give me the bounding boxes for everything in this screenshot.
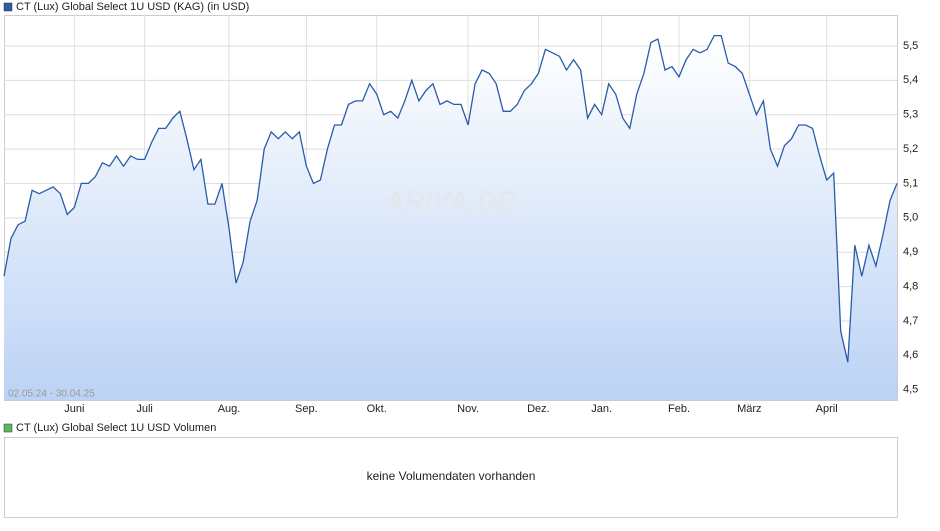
y-tick-label: 5,4 — [903, 74, 918, 86]
y-tick-label: 5,1 — [903, 177, 918, 189]
legend-swatch — [3, 2, 13, 12]
x-tick-label: Jan. — [591, 403, 612, 415]
y-tick-label: 5,5 — [903, 40, 918, 52]
y-tick-label: 5,2 — [903, 143, 918, 155]
area-fill — [4, 35, 897, 400]
x-tick-label: März — [737, 403, 761, 415]
x-tick-label: Feb. — [668, 403, 690, 415]
x-tick-label: Okt. — [367, 403, 387, 415]
price-line — [3, 34, 898, 363]
date-range: 02.05.24 - 30.04.25 — [8, 389, 95, 400]
x-tick-label: Aug. — [218, 403, 241, 415]
watermark: ARIVA.DE — [383, 185, 517, 216]
x-tick-label: Juli — [136, 403, 153, 415]
y-tick-label: 4,6 — [903, 349, 918, 361]
x-tick-label: April — [816, 403, 838, 415]
y-tick-label: 4,9 — [903, 246, 918, 258]
x-tick-label: Dez. — [527, 403, 550, 415]
legend-swatch — [3, 423, 13, 433]
legend-label: CT (Lux) Global Select 1U USD Volumen — [16, 422, 216, 434]
y-tick-label: 4,7 — [903, 315, 918, 327]
volume-message: keine Volumendaten vorhanden — [367, 469, 536, 483]
volume-frame — [4, 437, 898, 518]
y-tick-label: 5,0 — [903, 212, 918, 224]
x-tick-label: Juni — [64, 403, 84, 415]
y-tick-label: 5,3 — [903, 109, 918, 121]
plot-area — [3, 15, 898, 400]
legend-label: CT (Lux) Global Select 1U USD (KAG) (in … — [16, 1, 249, 13]
x-tick-label: Nov. — [457, 403, 479, 415]
plot-frame — [4, 15, 898, 401]
x-tick-label: Sep. — [295, 403, 318, 415]
y-tick-label: 4,5 — [903, 384, 918, 396]
y-tick-label: 4,8 — [903, 280, 918, 292]
